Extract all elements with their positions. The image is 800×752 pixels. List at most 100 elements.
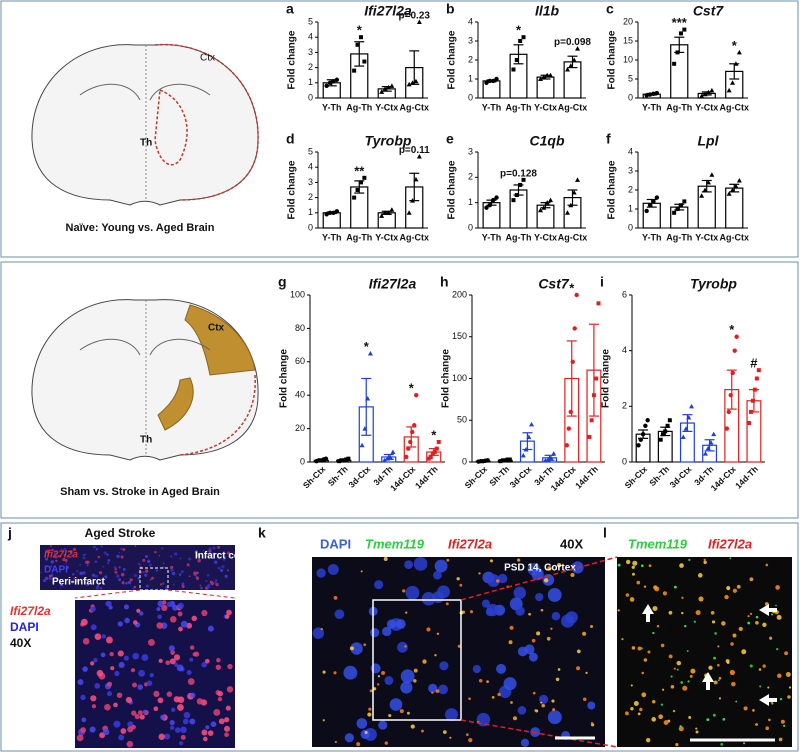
cell	[214, 578, 218, 582]
data-point	[490, 197, 496, 203]
y-axis-label: Fold change	[607, 30, 618, 89]
panel-letter: e	[446, 131, 454, 147]
cell	[404, 645, 407, 648]
cell	[82, 666, 88, 672]
cell	[384, 741, 389, 745]
error-bar	[567, 189, 578, 206]
cell	[141, 654, 149, 661]
y-tick-label: 20	[623, 16, 633, 26]
cell	[413, 668, 418, 673]
stain-label: DAPI	[10, 620, 39, 634]
cell	[652, 700, 656, 704]
cell	[368, 707, 372, 711]
cell	[536, 631, 541, 636]
cell	[718, 676, 722, 680]
cell	[50, 545, 52, 547]
y-tick-label: 2	[468, 54, 473, 64]
data-point	[564, 443, 570, 448]
cell	[182, 718, 189, 725]
cell	[468, 738, 473, 743]
y-tick-label: 3	[468, 35, 473, 45]
cell	[632, 560, 638, 566]
data-point	[520, 452, 526, 458]
cell	[55, 559, 58, 562]
cell	[197, 559, 201, 563]
cell	[404, 560, 414, 570]
stain-label: DAPI	[44, 565, 68, 576]
x-tick-label: Ag-Th	[666, 232, 692, 242]
data-point	[500, 458, 505, 463]
cell	[496, 663, 507, 674]
data-point	[596, 301, 601, 306]
cell	[771, 613, 773, 616]
cell	[189, 718, 196, 725]
cell	[222, 557, 226, 561]
y-tick-label: 1	[308, 77, 313, 87]
data-point	[362, 426, 368, 431]
cell	[113, 566, 117, 569]
data-point	[675, 207, 680, 211]
cell	[509, 625, 514, 630]
cell	[540, 701, 543, 704]
cell	[784, 651, 788, 656]
y-tick-label: 20	[295, 423, 305, 433]
cell	[689, 674, 693, 678]
cell	[156, 622, 164, 629]
data-point	[726, 87, 732, 93]
data-point	[645, 418, 650, 423]
cell	[503, 677, 517, 691]
data-point	[416, 19, 422, 24]
cell	[85, 560, 89, 564]
cell	[438, 684, 448, 695]
cell	[717, 645, 720, 648]
cell	[721, 621, 726, 626]
y-tick-label: 100	[452, 373, 467, 383]
cell	[590, 625, 594, 628]
data-point	[575, 46, 581, 51]
cell	[400, 681, 413, 694]
y-tick-label: 5	[628, 73, 633, 83]
data-point	[730, 370, 735, 376]
cell	[678, 726, 684, 732]
y-tick-label: 0	[468, 92, 473, 102]
cell	[688, 716, 692, 719]
cell	[787, 695, 791, 699]
cell	[127, 580, 132, 585]
data-point	[541, 205, 547, 210]
x-tick-label: Y-Ctx	[375, 232, 398, 242]
cell	[547, 566, 552, 571]
y-tick-label: 2	[308, 192, 313, 202]
cell	[658, 714, 664, 720]
cell	[444, 708, 458, 722]
cell	[183, 711, 191, 719]
data-point	[359, 442, 365, 448]
cell	[142, 558, 146, 562]
cell	[680, 681, 684, 684]
cell	[144, 573, 148, 577]
error-bar	[409, 172, 420, 202]
cell	[489, 559, 493, 563]
cell	[118, 661, 125, 669]
y-axis-label: Fold change	[441, 349, 452, 408]
data-point	[358, 180, 363, 185]
cell	[48, 574, 52, 578]
data-point	[521, 35, 526, 40]
cell	[617, 563, 621, 567]
cell	[102, 565, 105, 568]
cell	[668, 610, 673, 615]
data-point	[564, 210, 570, 215]
zoom-line	[167, 589, 236, 599]
cell	[457, 644, 461, 648]
cell	[360, 729, 370, 739]
cell	[210, 721, 217, 728]
cell	[369, 689, 373, 693]
x-tick-label: Ag-Th	[346, 232, 372, 242]
cell	[94, 683, 101, 689]
cell	[765, 726, 770, 731]
cell	[86, 564, 89, 567]
cell	[555, 677, 560, 682]
data-point	[545, 456, 551, 462]
cell	[777, 673, 782, 679]
error-bar	[588, 323, 599, 417]
cell	[120, 572, 125, 577]
